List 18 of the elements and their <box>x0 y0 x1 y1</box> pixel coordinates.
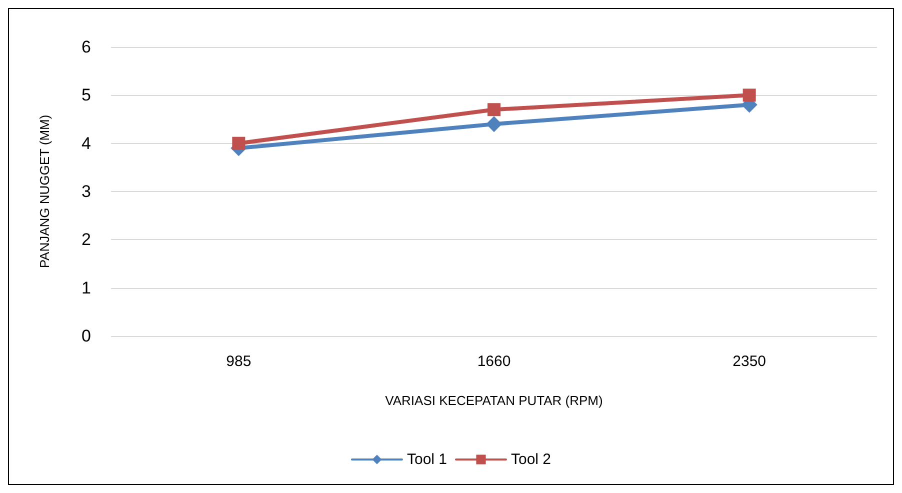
x-tick-label: 2350 <box>732 353 766 370</box>
y-tick-label: 2 <box>82 230 91 250</box>
x-tick-label: 1660 <box>477 353 511 370</box>
y-tick-label: 6 <box>82 38 91 56</box>
y-tick-label: 5 <box>82 86 91 105</box>
point <box>486 116 502 132</box>
x-axis-title: VARIASI KECEPATAN PUTAR (RPM) <box>385 393 603 408</box>
y-axis-title: PANJANG NUGGET (MM) <box>37 114 52 268</box>
point <box>488 103 500 116</box>
x-tick-label: 985 <box>226 353 252 370</box>
y-tick-label: 0 <box>82 326 91 346</box>
y-tick-label: 1 <box>82 278 91 298</box>
legend-label: Tool 1 <box>406 451 448 468</box>
point <box>232 136 246 150</box>
y-tick-label: 3 <box>82 182 91 201</box>
point <box>742 88 756 102</box>
legend-label: Tool 2 <box>511 451 552 468</box>
y-tick-label: 4 <box>82 134 91 153</box>
